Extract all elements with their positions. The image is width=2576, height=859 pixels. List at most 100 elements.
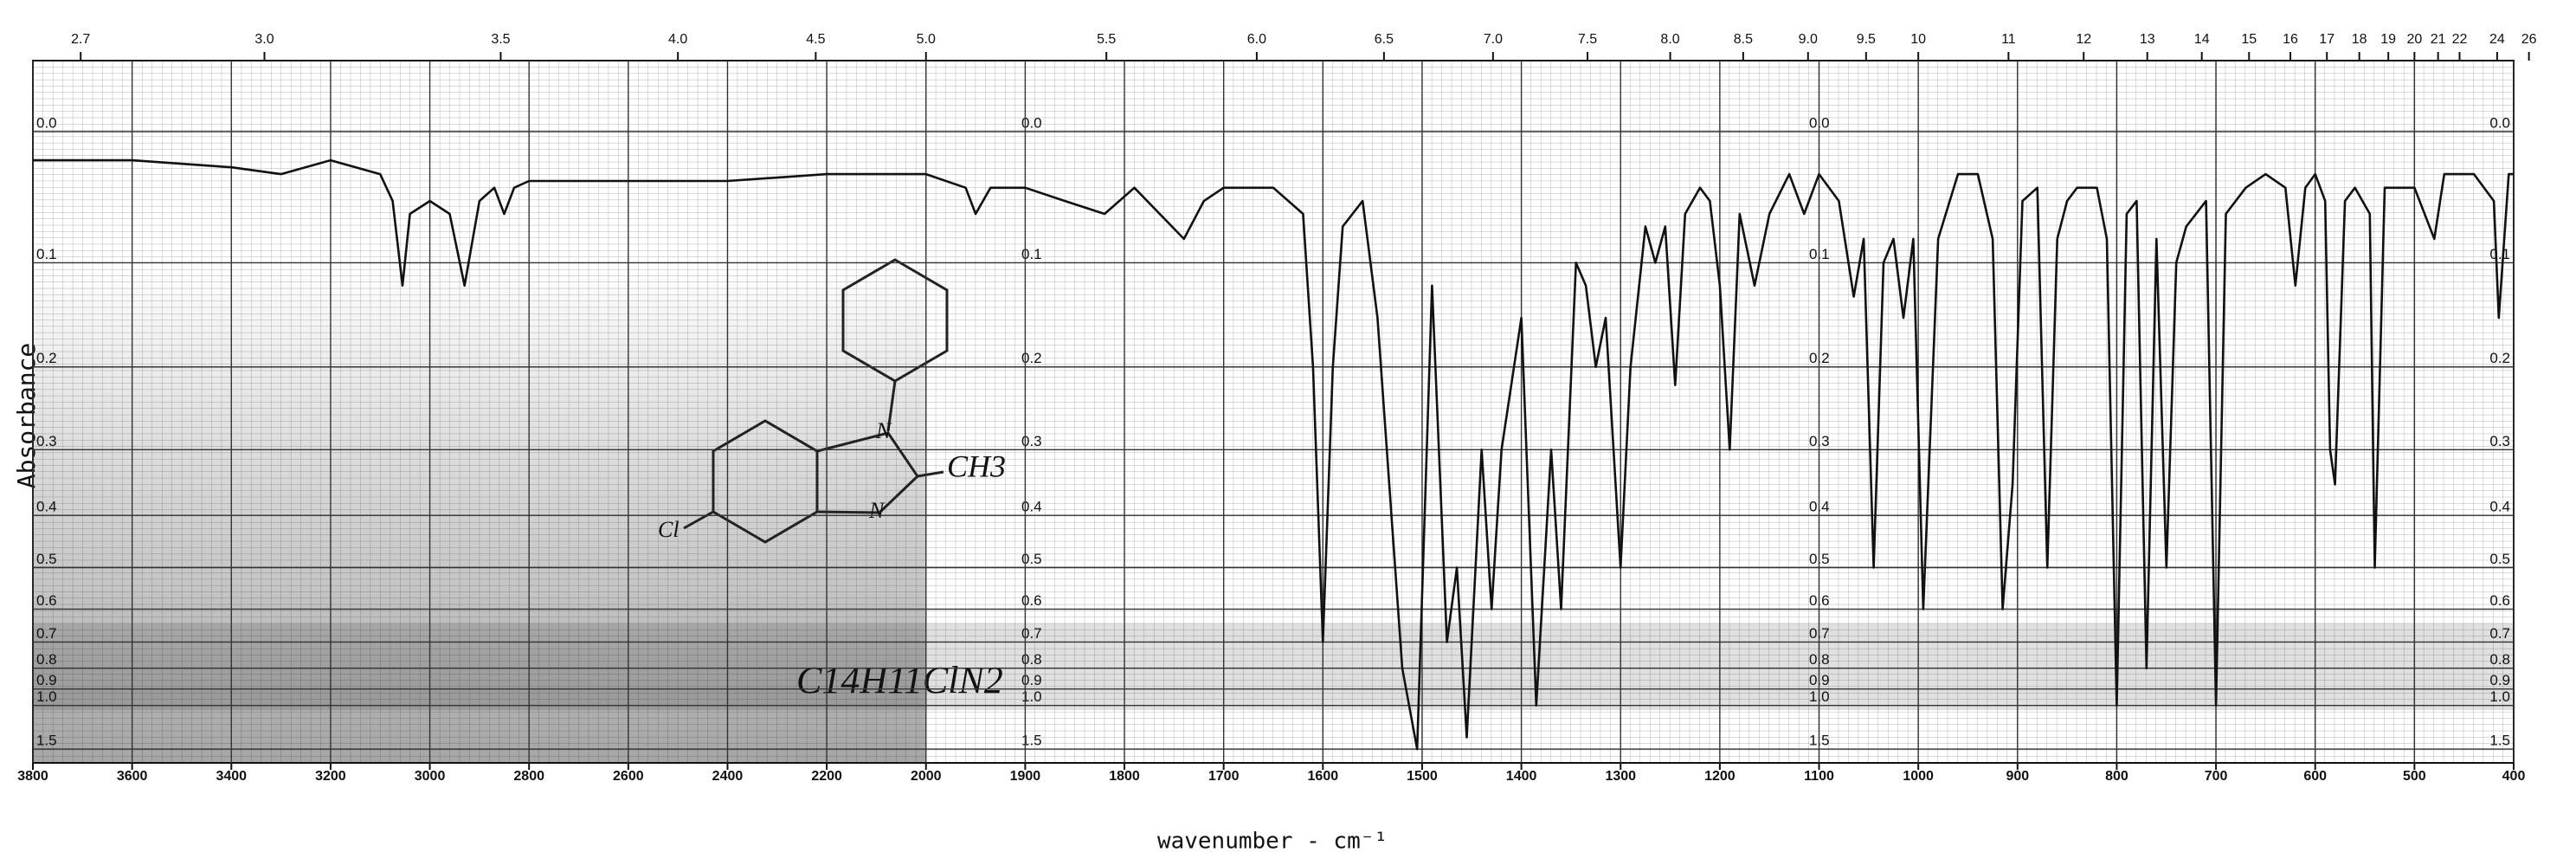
y-tick-label: 0.8 (36, 651, 57, 668)
x2-tick-label: 7.0 (1484, 32, 1503, 47)
x2-tick-label: 11 (2001, 32, 2016, 47)
x2-tick-label: 14 (2194, 32, 2210, 47)
y-tick-label: 0.1 (2489, 246, 2510, 262)
y-tick-label: 0.8 (2489, 651, 2510, 668)
y-tick-label: 1.0 (2489, 688, 2510, 705)
x2-tick-label: 6.5 (1375, 32, 1394, 47)
x-tick-label: 1800 (1109, 769, 1140, 784)
paper-band (33, 623, 2514, 710)
y-tick-label: 0.7 (2489, 625, 2510, 642)
y-tick-label: 0.3 (36, 433, 57, 449)
x2-tick-label: 4.5 (806, 32, 825, 47)
x2-tick-label: 9.0 (1799, 32, 1818, 47)
y-tick-label: 0.3 (1021, 433, 1042, 449)
y-tick-label: 0.1 (1021, 246, 1042, 262)
y-tick-label: 0.0 (2489, 114, 2510, 131)
x2-tick-label: 2.7 (71, 32, 90, 47)
x2-tick-label: 5.0 (917, 32, 936, 47)
y-tick-label: 1.5 (1021, 733, 1042, 749)
annotation: C14H11ClN2 (796, 659, 1003, 701)
x-tick-label: 3200 (315, 769, 346, 784)
y-tick-label: 0.4 (36, 499, 57, 515)
x-tick-label: 700 (2205, 769, 2228, 784)
spectrum-line (33, 158, 2514, 751)
x2-tick-label: 13 (2140, 32, 2155, 47)
x-tick-label: 1700 (1208, 769, 1240, 784)
y-tick-label: 1.5 (2489, 733, 2510, 749)
y-tick-label: 0.8 (1021, 651, 1042, 668)
x2-tick-label: 4.0 (668, 32, 687, 47)
x2-tick-label: 3.0 (254, 32, 274, 47)
y-tick-label: 0.6 (1021, 592, 1042, 609)
x2-tick-label: 22 (2452, 32, 2468, 47)
y-tick-label: 0.1 (36, 246, 57, 262)
x2-tick-label: 12 (2076, 32, 2091, 47)
y-tick-label: 0.4 (2489, 499, 2510, 515)
x2-tick-label: 5.5 (1097, 32, 1116, 47)
x2-tick-label: 18 (2352, 32, 2367, 47)
y-tick-label: 0.6 (2489, 592, 2510, 609)
annotation: N (868, 498, 886, 523)
x-tick-label: 3400 (216, 769, 247, 784)
x-tick-label: 1200 (1704, 769, 1736, 784)
x-tick-label: 500 (2403, 769, 2426, 784)
y-tick-label: 0.5 (1021, 551, 1042, 567)
y-tick-label: 0.3 (2489, 433, 2510, 449)
molecule-sketch (683, 258, 949, 544)
x-tick-label: 1500 (1407, 769, 1438, 784)
y-tick-label: 0.5 (36, 551, 57, 567)
y-tick-label: 0.2 (2489, 350, 2510, 366)
x-tick-label: 2800 (513, 769, 544, 784)
y-tick-label: 0.0 (1021, 114, 1042, 131)
y-tick-label: 0.7 (1021, 625, 1042, 642)
x-tick-label: 1000 (1903, 769, 1934, 784)
annotation: Cl (658, 517, 679, 542)
x-tick-label: 3000 (415, 769, 446, 784)
x-tick-label: 3600 (117, 769, 148, 784)
x2-tick-label: 20 (2406, 32, 2422, 47)
y-tick-label: 0.9 (36, 672, 57, 688)
y-tick-label: 1.0 (1021, 688, 1042, 705)
x-tick-label: 2000 (911, 769, 942, 784)
x2-tick-label: 26 (2521, 32, 2537, 47)
x2-tick-label: 21 (2431, 32, 2446, 47)
x2-tick-label: 9.5 (1857, 32, 1876, 47)
y-tick-label: 0.6 (36, 592, 57, 609)
x-tick-label: 800 (2105, 769, 2128, 784)
x2-tick-label: 17 (2319, 32, 2334, 47)
paper-shading (33, 260, 925, 763)
y-tick-label: 1.0 (36, 688, 57, 705)
x2-tick-label: 16 (2283, 32, 2298, 47)
x-tick-label: 2400 (712, 769, 744, 784)
x-tick-label: 600 (2303, 769, 2327, 784)
annotation: CH3 (947, 449, 1006, 483)
y-tick-label: 0.0 (36, 114, 57, 131)
x2-tick-label: 24 (2489, 32, 2505, 47)
x-axis-label: wavenumber - cm⁻¹ (1157, 829, 1388, 855)
x-tick-label: 1900 (1010, 769, 1041, 784)
x-tick-label: 400 (2502, 769, 2526, 784)
x-tick-label: 1400 (1506, 769, 1537, 784)
y-tick-label: 0.2 (36, 350, 57, 366)
x-tick-label: 1600 (1308, 769, 1339, 784)
y-tick-label: 1.5 (36, 733, 57, 749)
y-tick-label: 0.9 (1021, 672, 1042, 688)
x-tick-label: 3800 (17, 769, 48, 784)
x2-tick-label: 19 (2380, 32, 2396, 47)
x2-tick-label: 6.0 (1247, 32, 1266, 47)
x2-tick-label: 7.5 (1578, 32, 1597, 47)
x2-tick-label: 10 (1910, 32, 1926, 47)
y-tick-label: 0.9 (2489, 672, 2510, 688)
x-tick-label: 1300 (1605, 769, 1636, 784)
y-tick-label: 0.5 (2489, 551, 2510, 567)
x-tick-label: 2600 (613, 769, 644, 784)
y-tick-label: 0.4 (1021, 499, 1042, 515)
x2-tick-label: 8.5 (1734, 32, 1753, 47)
x2-tick-label: 3.5 (491, 32, 510, 47)
y-tick-label: 0.7 (36, 625, 57, 642)
annotation: N (875, 418, 892, 443)
x-tick-label: 1100 (1804, 769, 1834, 784)
y-tick-label: 0.2 (1021, 350, 1042, 366)
